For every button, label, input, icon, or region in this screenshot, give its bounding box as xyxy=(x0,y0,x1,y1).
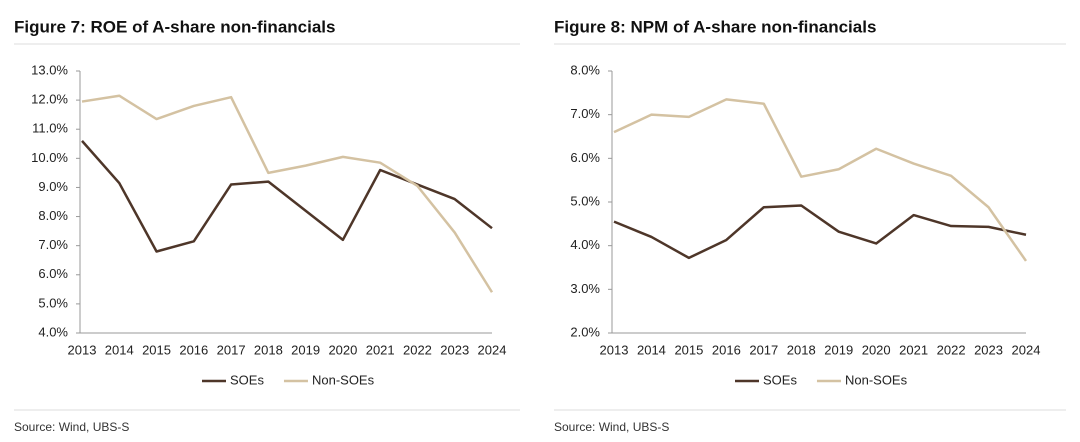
x-tick-label: 2022 xyxy=(403,342,432,357)
chart-title: Figure 8: NPM of A-share non-financials xyxy=(554,17,876,36)
series-line xyxy=(613,98,1028,262)
y-tick-label: 6.0% xyxy=(570,150,600,165)
y-tick-label: 13.0% xyxy=(31,62,68,77)
x-tick-label: 2015 xyxy=(142,342,171,357)
y-tick-label: 6.0% xyxy=(38,266,68,281)
x-tick-label: 2017 xyxy=(749,342,778,357)
x-tick-label: 2013 xyxy=(68,342,97,357)
source-note: Source: Wind, UBS-S xyxy=(14,420,129,434)
x-tick-label: 2013 xyxy=(600,342,629,357)
x-tick-label: 2024 xyxy=(478,342,507,357)
y-tick-label: 12.0% xyxy=(31,92,68,107)
legend-label: SOEs xyxy=(230,372,264,387)
x-tick-label: 2014 xyxy=(637,342,666,357)
x-tick-label: 2022 xyxy=(937,342,966,357)
x-tick-label: 2014 xyxy=(105,342,134,357)
y-tick-label: 7.0% xyxy=(570,106,600,121)
x-tick-label: 2021 xyxy=(366,342,395,357)
x-tick-label: 2024 xyxy=(1012,342,1041,357)
x-tick-label: 2017 xyxy=(217,342,246,357)
y-tick-label: 9.0% xyxy=(38,179,68,194)
x-tick-label: 2018 xyxy=(787,342,816,357)
y-tick-label: 5.0% xyxy=(570,193,600,208)
x-tick-label: 2023 xyxy=(974,342,1003,357)
x-tick-label: 2023 xyxy=(440,342,469,357)
x-tick-label: 2016 xyxy=(179,342,208,357)
y-tick-label: 4.0% xyxy=(38,324,68,339)
y-tick-label: 4.0% xyxy=(570,237,600,252)
legend-label: SOEs xyxy=(763,372,797,387)
series-line xyxy=(613,204,1027,260)
legend-label: Non-SOEs xyxy=(312,372,375,387)
y-tick-label: 11.0% xyxy=(32,121,68,136)
x-tick-label: 2020 xyxy=(862,342,891,357)
x-tick-label: 2019 xyxy=(824,342,853,357)
legend-label: Non-SOEs xyxy=(845,372,908,387)
y-tick-label: 10.0% xyxy=(31,150,68,165)
y-tick-label: 2.0% xyxy=(570,324,600,339)
y-tick-label: 5.0% xyxy=(38,295,68,310)
y-tick-label: 7.0% xyxy=(38,237,68,252)
series-line xyxy=(81,140,493,253)
source-note: Source: Wind, UBS-S xyxy=(554,420,669,434)
chart-title: Figure 7: ROE of A-share non-financials xyxy=(14,17,335,36)
x-tick-label: 2020 xyxy=(328,342,357,357)
y-tick-label: 8.0% xyxy=(570,62,600,77)
y-tick-label: 8.0% xyxy=(38,208,68,223)
x-tick-label: 2019 xyxy=(291,342,320,357)
y-tick-label: 3.0% xyxy=(570,281,600,296)
x-tick-label: 2015 xyxy=(674,342,703,357)
x-tick-label: 2018 xyxy=(254,342,283,357)
series-line xyxy=(81,94,494,293)
x-tick-label: 2021 xyxy=(899,342,928,357)
x-tick-label: 2016 xyxy=(712,342,741,357)
